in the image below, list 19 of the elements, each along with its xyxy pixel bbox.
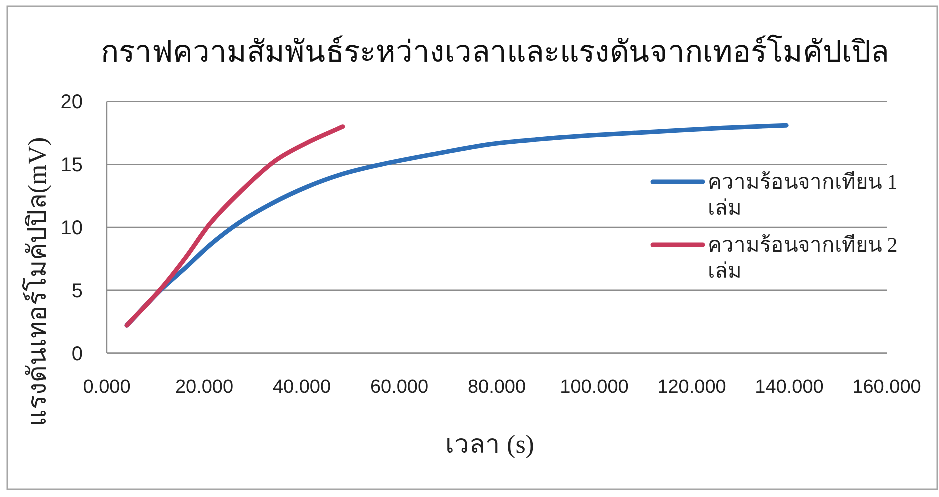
x-tick-label: 80.000 (468, 377, 526, 398)
y-tick-label: 20 (60, 92, 83, 114)
x-tick-label: 40.000 (272, 377, 332, 398)
legend-label: ความร้อนจากเทียน 2 เล่ม (708, 233, 898, 283)
y-tick-label: 5 (72, 280, 83, 302)
x-tick-label: 20.000 (175, 377, 234, 398)
chart-title: กราฟความสัมพันธ์ระหว่างเวลาและแรงดันจากเทอร์โมคัปเปิล (101, 34, 889, 69)
x-tick-label: 120.000 (658, 377, 726, 398)
x-tick-label: 140.000 (755, 377, 824, 398)
x-axis-title: เวลา (s) (446, 430, 534, 459)
x-tick-label: 60.000 (370, 377, 429, 398)
x-tick-label: 100.000 (560, 377, 629, 398)
y-tick-label: 0 (72, 343, 83, 366)
y-tick-label: 15 (60, 154, 83, 177)
y-axis-title: แรงดันเทอร์โมคัปปิล(mV) (22, 137, 52, 427)
x-tick-label: 160.000 (852, 377, 922, 398)
y-tick-label: 10 (60, 218, 83, 240)
x-tick-label: 0.000 (83, 377, 131, 398)
legend-label: ความร้อนจากเทียน 1 เล่ม (708, 170, 898, 220)
